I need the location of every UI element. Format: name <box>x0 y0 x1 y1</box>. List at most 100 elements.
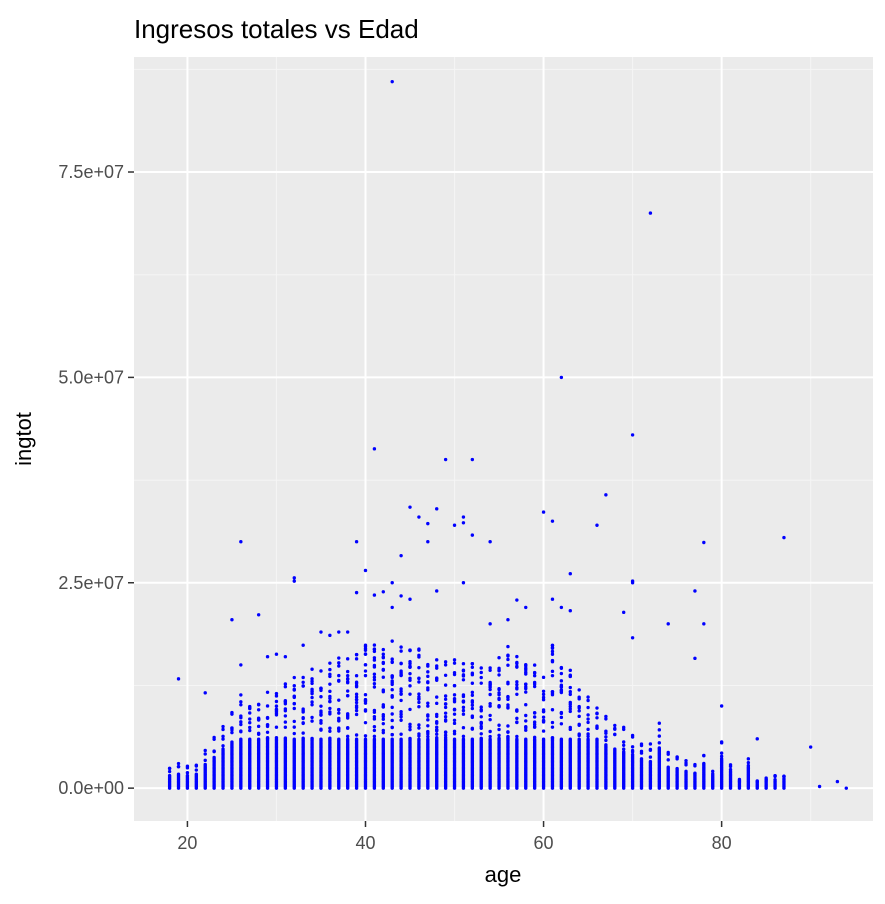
data-point <box>337 656 341 660</box>
data-point <box>630 636 635 640</box>
data-point <box>506 730 510 734</box>
data-point <box>506 654 510 658</box>
data-point <box>408 597 412 601</box>
data-point <box>479 708 483 712</box>
data-point <box>550 725 555 729</box>
data-point <box>452 737 457 741</box>
data-point <box>283 685 288 689</box>
data-point <box>354 692 359 696</box>
data-point <box>443 711 448 715</box>
data-point <box>354 674 359 678</box>
data-point <box>399 553 403 558</box>
data-point <box>292 701 296 706</box>
data-point <box>515 692 519 696</box>
data-point <box>390 79 394 84</box>
data-point <box>337 630 341 634</box>
data-point <box>559 605 564 610</box>
data-point <box>417 515 421 519</box>
data-point <box>586 732 590 736</box>
data-point <box>354 737 359 741</box>
data-point <box>390 695 394 699</box>
data-point <box>274 725 279 729</box>
data-point <box>319 704 323 708</box>
x-tick-label: 60 <box>534 833 554 853</box>
data-point <box>399 709 403 714</box>
data-point <box>426 680 430 684</box>
data-point <box>604 729 608 733</box>
data-point <box>452 672 457 677</box>
data-point <box>461 678 466 682</box>
data-point <box>221 747 225 751</box>
data-point <box>239 700 243 704</box>
data-point <box>461 669 466 673</box>
data-point <box>613 726 617 731</box>
data-point <box>363 720 368 725</box>
data-point <box>381 647 385 652</box>
data-point <box>586 737 590 741</box>
data-point <box>737 777 742 782</box>
data-point <box>292 731 296 736</box>
data-point <box>550 649 555 654</box>
data-point <box>283 736 288 740</box>
data-point <box>470 533 475 537</box>
data-point <box>354 733 359 737</box>
data-point <box>274 713 279 717</box>
data-point <box>399 732 403 736</box>
data-point <box>426 539 430 544</box>
data-point <box>363 568 368 573</box>
data-point <box>417 732 421 736</box>
data-point <box>524 690 528 694</box>
data-point <box>702 761 706 766</box>
data-point <box>497 669 501 673</box>
data-point <box>345 677 350 681</box>
data-point <box>399 649 403 653</box>
data-point <box>194 764 199 768</box>
data-point <box>595 711 599 715</box>
data-point <box>399 698 403 703</box>
data-point <box>613 747 617 751</box>
data-point <box>301 715 305 720</box>
data-point <box>372 734 377 739</box>
data-point <box>328 710 332 714</box>
data-point <box>666 765 670 769</box>
data-point <box>408 722 412 726</box>
data-point <box>835 779 840 784</box>
data-point <box>203 691 207 695</box>
data-point <box>408 661 412 666</box>
data-point <box>666 622 670 626</box>
data-point <box>675 757 679 761</box>
data-point <box>568 709 572 714</box>
data-point <box>230 740 234 744</box>
data-point <box>613 732 617 737</box>
data-point <box>417 723 421 727</box>
data-point <box>417 697 421 701</box>
data-point <box>390 712 394 716</box>
data-point <box>657 721 662 725</box>
data-point <box>337 664 341 668</box>
data-point <box>550 720 555 725</box>
data-point <box>390 679 394 683</box>
data-point <box>310 736 314 741</box>
data-point <box>167 766 172 771</box>
data-point <box>657 734 662 738</box>
data-point <box>363 693 368 697</box>
data-point <box>470 681 475 685</box>
data-point <box>390 657 394 661</box>
data-point <box>684 758 688 763</box>
data-point <box>595 724 599 728</box>
data-point <box>221 727 225 732</box>
data-point <box>586 717 590 721</box>
data-point <box>301 643 305 647</box>
x-axis-title: age <box>485 862 522 887</box>
data-point <box>479 724 483 729</box>
data-point <box>461 708 466 713</box>
data-point <box>782 535 786 540</box>
data-point <box>354 700 359 705</box>
data-point <box>666 758 670 762</box>
data-point <box>524 666 528 670</box>
data-point <box>292 719 296 724</box>
data-point <box>630 579 635 583</box>
data-point <box>461 673 466 677</box>
data-point <box>452 707 457 712</box>
data-point <box>497 687 501 692</box>
